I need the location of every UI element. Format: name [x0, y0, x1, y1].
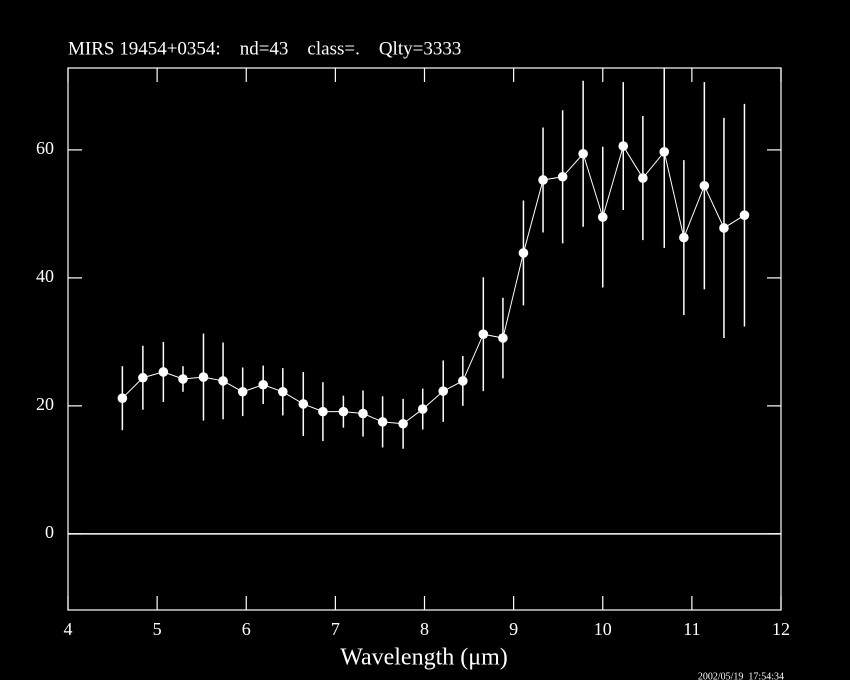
data-point [138, 372, 148, 383]
data-point [117, 393, 128, 403]
data-point [557, 171, 568, 182]
y-tick-label: 60 [36, 138, 54, 158]
x-tick-label: 10 [594, 619, 612, 639]
data-point [679, 232, 689, 243]
plot-frame [67, 67, 782, 611]
x-axis-label: Wavelength (μm) [340, 645, 508, 671]
data-point [237, 386, 248, 397]
y-tick-label: 40 [36, 266, 54, 286]
data-point [518, 248, 529, 258]
plot-area [117, 68, 750, 449]
data-point [277, 386, 288, 397]
x-tick-label: 6 [242, 619, 251, 639]
data-point [699, 180, 710, 191]
data-point [298, 399, 309, 409]
data-point [458, 376, 468, 386]
data-point [218, 376, 228, 386]
x-tick-label: 12 [772, 619, 790, 639]
x-tick-label: 9 [509, 619, 518, 639]
data-point [338, 406, 349, 417]
data-point [377, 417, 388, 427]
data-point [358, 408, 368, 419]
y-tick-label: 0 [45, 522, 54, 542]
data-point [719, 223, 729, 233]
data-point [659, 147, 670, 157]
data-line [122, 144, 745, 425]
data-point [398, 418, 408, 429]
data-point [198, 372, 209, 382]
data-point [318, 406, 328, 417]
data-point [438, 386, 449, 396]
data-point [158, 367, 169, 377]
data-point [178, 374, 188, 384]
data-point [498, 333, 508, 343]
data-point [638, 173, 648, 183]
data-point [597, 212, 608, 222]
chart-title: MIRS 19454+0354: nd=43 class=. Qlty=3333 [68, 38, 461, 59]
data-point [739, 210, 750, 220]
x-tick-label: 11 [683, 619, 700, 639]
x-tick-label: 7 [331, 619, 340, 639]
x-tick-label: 8 [420, 619, 429, 639]
y-tick-label: 20 [36, 394, 54, 414]
data-point [258, 379, 268, 390]
timestamp: 2002/05/19 17:54:34 [698, 671, 784, 680]
data-point [417, 404, 428, 414]
data-point [578, 148, 588, 159]
data-point [618, 141, 629, 151]
x-tick-label: 5 [153, 619, 162, 639]
data-point [538, 175, 548, 185]
x-tick-label: 4 [64, 619, 73, 639]
data-point [478, 329, 489, 340]
